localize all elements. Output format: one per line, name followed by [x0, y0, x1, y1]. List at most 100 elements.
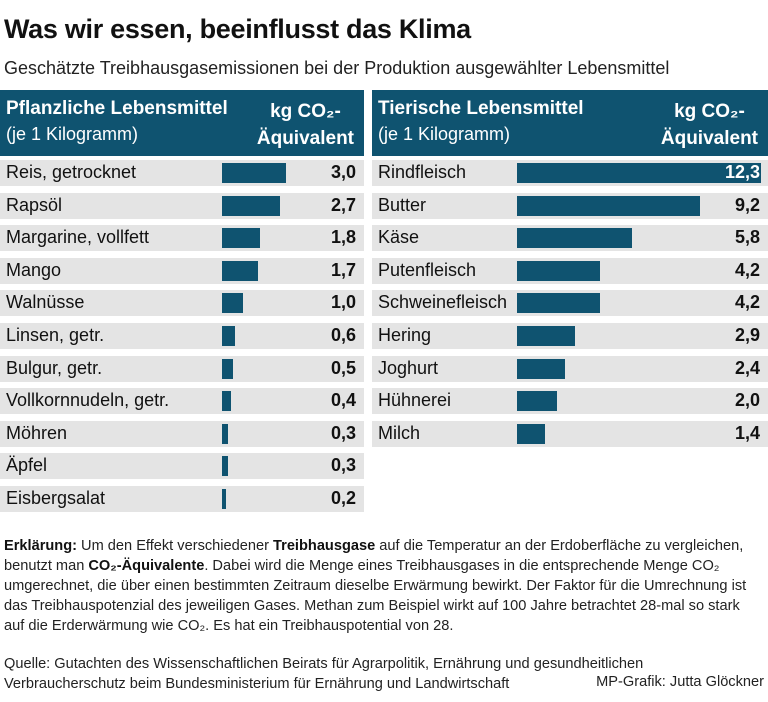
- plant-panel-title: Pflanzliche Lebensmittel: [6, 98, 228, 119]
- unit-line-1: kg CO₂-: [674, 101, 745, 122]
- plant-value-label: 0,4: [330, 390, 356, 411]
- animal-category-label: Putenfleisch: [378, 259, 477, 280]
- plant-category-label: Linsen, getr.: [6, 324, 105, 345]
- animal-value-label: 4,2: [734, 292, 760, 313]
- animal-row: Joghurt 2,4: [372, 355, 768, 382]
- plant-row: Reis, getrocknet 3,0: [0, 160, 364, 186]
- plant-value-label: 0,2: [330, 487, 356, 508]
- explanation-part-1: Um den Effekt verschiedener: [76, 538, 274, 554]
- plant-bar: [222, 325, 235, 346]
- animal-value-label: 2,9: [734, 324, 760, 345]
- plant-category-label: Eisbergsalat: [6, 487, 106, 508]
- animal-row: Hühnerei 2,0: [372, 388, 768, 415]
- animal-bar: [517, 325, 575, 346]
- animal-row: Milch 1,4: [372, 420, 768, 447]
- animal-value-label: 4,2: [734, 259, 760, 280]
- animal-bar: [517, 228, 633, 249]
- explanation-label: Erklärung:: [4, 538, 77, 554]
- animal-value-label: 2,0: [734, 390, 760, 411]
- animal-category-label: Rindfleisch: [378, 162, 467, 182]
- animal-bar: [517, 163, 761, 183]
- plant-row: Linsen, getr. 0,6: [0, 322, 364, 349]
- plant-category-label: Mango: [6, 259, 62, 280]
- chart-title: Was wir essen, beeinflusst das Klima: [4, 14, 471, 44]
- chart-subtitle: Geschätzte Treibhausgasemissionen bei de…: [4, 58, 670, 78]
- animal-row: Hering 2,9: [372, 322, 768, 349]
- animal-bar: [517, 293, 601, 314]
- plant-panel-header: Pflanzliche Lebensmittel (je 1 Kilogramm…: [0, 90, 364, 156]
- animal-bar: [517, 423, 545, 444]
- plant-bar: [222, 391, 231, 412]
- plant-bar: [222, 228, 261, 249]
- plant-category-label: Walnüsse: [6, 292, 85, 313]
- animal-category-label: Joghurt: [378, 357, 439, 378]
- plant-value-label: 3,0: [330, 162, 356, 182]
- animal-bar: [517, 358, 565, 379]
- plant-category-label: Reis, getrocknet: [6, 162, 137, 182]
- animal-value-label: 5,8: [734, 227, 760, 248]
- animal-row: Putenfleisch 4,2: [372, 257, 768, 284]
- animal-row: Butter 9,2: [372, 192, 768, 219]
- animal-bar-list: Rindfleisch 12,3 Butter 9,2 Käse 5,8 Putenflei…: [372, 160, 768, 453]
- explanation-text: Erklärung: Um den Effekt verschiedener T…: [4, 536, 764, 636]
- animal-value-label: 1,4: [734, 422, 760, 443]
- plant-category-label: Vollkornnudeln, getr.: [6, 390, 170, 411]
- animal-unit-label: kg CO₂- Äquivalent: [661, 98, 758, 152]
- explanation-bold-2: CO₂-Äquivalente: [88, 558, 205, 574]
- animal-panel-subtitle: (je 1 Kilogramm): [378, 124, 511, 144]
- explanation-part-2: auf die Temperatur an der Erdoberfläche …: [4, 538, 744, 574]
- animal-category-label: Hering: [378, 324, 432, 345]
- plant-row: Walnüsse 1,0: [0, 290, 364, 317]
- plant-row: Rapsöl 2,7: [0, 192, 364, 219]
- plant-category-label: Möhren: [6, 422, 68, 443]
- plant-bar: [222, 423, 229, 444]
- plant-row: Margarine, vollfett 1,8: [0, 225, 364, 252]
- plant-row: Möhren 0,3: [0, 420, 364, 447]
- animal-value-label: 2,4: [734, 357, 760, 378]
- plant-value-label: 0,5: [330, 357, 356, 378]
- plant-panel-subtitle: (je 1 Kilogramm): [6, 124, 139, 144]
- animal-row: Rindfleisch 12,3: [372, 160, 768, 186]
- plant-category-label: Rapsöl: [6, 194, 63, 215]
- plant-row: Mango 1,7: [0, 257, 364, 284]
- plant-value-label: 0,3: [330, 422, 356, 443]
- plant-unit-label: kg CO₂- Äquivalent: [257, 98, 354, 152]
- plant-bar: [222, 195, 280, 216]
- animal-value-label: 12,3: [724, 162, 760, 182]
- plant-row: Äpfel 0,3: [0, 453, 364, 480]
- unit-line-1: kg CO₂-: [270, 101, 341, 122]
- plant-bar: [222, 456, 229, 477]
- plant-bar-list: Reis, getrocknet 3,0 Rapsöl 2,7 Margarine, v…: [0, 160, 364, 519]
- source-note: Quelle: Gutachten des Wissenschaftlichen…: [4, 656, 644, 692]
- animal-value-label: 9,2: [734, 194, 760, 215]
- plant-bar: [222, 260, 259, 281]
- animal-category-label: Hühnerei: [378, 390, 452, 411]
- animal-category-label: Butter: [378, 194, 427, 215]
- plant-row: Eisbergsalat 0,2: [0, 485, 364, 512]
- plant-bar: [222, 488, 227, 509]
- animal-panel-title: Tierische Lebensmittel: [378, 98, 584, 119]
- unit-line-2: Äquivalent: [660, 128, 758, 149]
- plant-value-label: 1,0: [330, 292, 356, 313]
- animal-bar: [517, 391, 557, 412]
- plant-bar: [222, 358, 233, 379]
- animal-bar: [517, 195, 700, 216]
- plant-value-label: 2,7: [330, 194, 356, 215]
- animal-category-label: Schweinefleisch: [378, 292, 508, 313]
- animal-category-label: Käse: [378, 227, 420, 248]
- explanation-bold-1: Treibhausgase: [273, 538, 376, 554]
- explanation-part-3: . Dabei wird die Menge eines Treibhausga…: [4, 558, 747, 634]
- animal-bar: [517, 260, 601, 281]
- plant-value-label: 0,3: [330, 455, 356, 476]
- plant-row: Vollkornnudeln, getr. 0,4: [0, 388, 364, 415]
- plant-category-label: Margarine, vollfett: [6, 227, 150, 248]
- plant-row: Bulgur, getr. 0,5: [0, 355, 364, 382]
- graphic-credit: MP-Grafik: Jutta Glöckner: [596, 674, 764, 690]
- animal-panel-header: Tierische Lebensmittel (je 1 Kilogramm) …: [372, 90, 768, 156]
- plant-bar: [222, 293, 244, 314]
- animal-category-label: Milch: [378, 422, 421, 443]
- plant-value-label: 0,6: [330, 324, 356, 345]
- plant-bar: [222, 163, 286, 183]
- plant-category-label: Bulgur, getr.: [6, 357, 103, 378]
- unit-line-2: Äquivalent: [256, 128, 354, 149]
